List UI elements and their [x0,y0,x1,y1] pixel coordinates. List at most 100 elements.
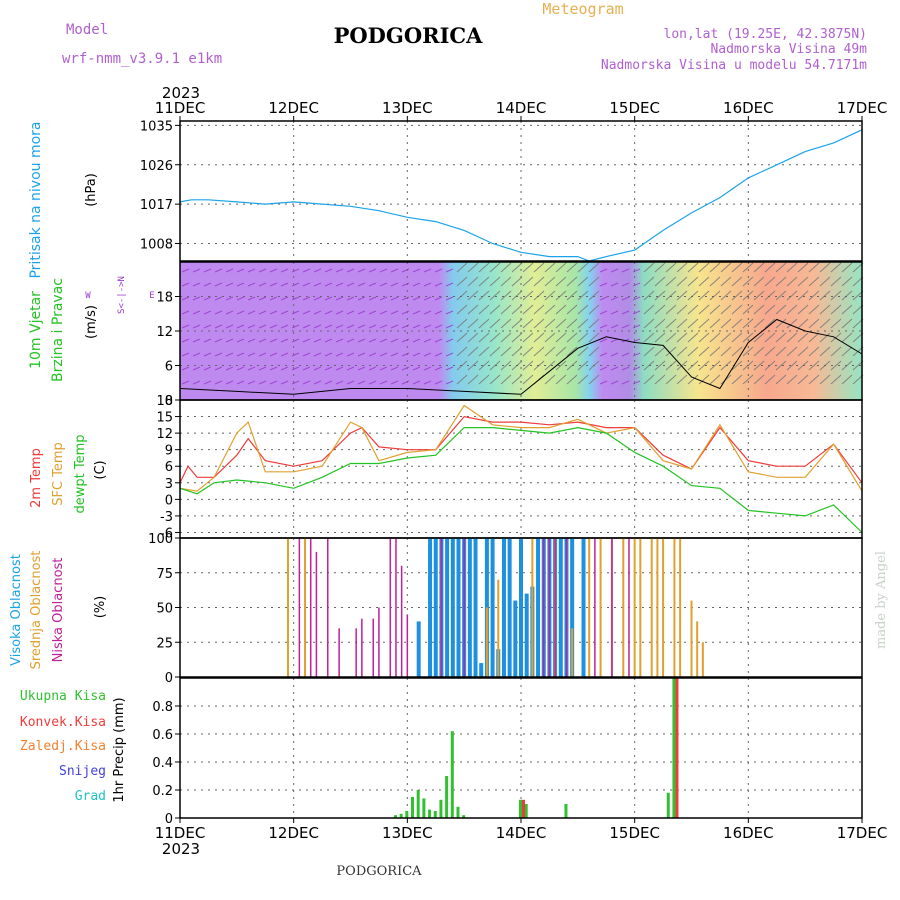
y-tick-label: 1008 [140,238,173,253]
wind-barb [599,282,608,287]
wind-barb [412,380,421,385]
mid-cloud-bar [633,538,636,677]
y-tick-label: 0 [165,394,173,409]
wind-barb [632,324,641,329]
wind-barb [423,310,432,315]
wind-barb [368,268,377,273]
mid-cloud-bar [571,628,574,677]
wind-barb [533,304,545,315]
wind-barb [511,346,523,357]
wind-barb [478,290,490,301]
wind-barb [676,374,688,385]
wind-barb [445,324,454,329]
wind-barb [236,338,245,343]
wind-barb [764,290,776,301]
wind-barb [522,360,534,371]
wind-barb [192,380,201,385]
wind-barb [830,290,842,301]
wind-barb [555,304,567,315]
wind-barb [621,366,630,371]
wind-barb [225,338,234,343]
wind-barb [544,318,556,329]
low-cloud-bar [395,538,397,677]
wind-compass: W E S<-|->N [85,276,154,314]
mid-cloud-bar [696,621,699,677]
wind-barb [709,262,721,273]
wind-barb [236,324,245,329]
wind-barb [709,346,721,357]
wind-barb [555,360,567,371]
wind-barb [247,282,256,287]
wind-barb [258,338,267,343]
mid-cloud-bar [599,538,602,677]
wind-barb [709,290,721,301]
wind-unit: (m/s) [84,305,99,339]
wind-barb [192,338,201,343]
wind-barb [390,310,399,315]
wind-barb [808,276,820,287]
wind-barb [533,346,545,357]
wind-barb [423,352,432,357]
low-cloud-bar [628,538,630,677]
total-rain-bar [519,799,522,818]
wind-barb [478,360,490,371]
low-cloud-bar [298,538,301,677]
wind-barb [478,332,490,343]
low-cloud-bar [338,628,340,677]
wind-barb [742,290,754,301]
wind-barb [742,346,754,357]
wind-barb [676,360,688,371]
cloud-frame [179,537,863,678]
wind-barb [676,346,688,357]
wind-barb [412,352,421,357]
wind-barb [808,332,820,343]
wind-barb [841,318,853,329]
compass-s: S [117,309,127,314]
wind-barb [357,282,366,287]
wind-barb [687,304,699,315]
wind-barb [412,268,421,273]
wind-barb [522,262,534,273]
mid-cloud-bar [650,538,653,677]
total-rain-bar [456,806,460,818]
wind-barb [731,346,743,357]
wind-barb [830,360,842,371]
wind-barb [302,310,311,315]
wind-barb [335,352,344,357]
wind-barb [753,262,765,273]
wind-barb [434,324,443,329]
y-tick-label: 12 [156,427,173,442]
wind-barb [588,332,600,343]
wind-barb [599,296,608,301]
wind-barb [830,318,842,329]
wind-barb [247,296,256,301]
wind-barb [346,282,355,287]
wind-barb [819,276,831,287]
y-tick-label: -6 [160,526,173,541]
wind-barb [335,324,344,329]
high-cloud-bar [490,538,495,677]
wind-barb [489,276,501,287]
wind-barb [632,282,641,287]
wind-barb [324,352,333,357]
wind-barb [280,366,289,371]
temp2m-label: 2m Temp [29,448,44,508]
wind-barb [676,304,688,315]
wind-barb [390,268,399,273]
wind-barb [225,380,234,385]
wind-barb [720,304,732,315]
wind-barb [258,324,267,329]
high-cloud-bar [570,538,575,677]
high-cloud-bar [416,621,421,677]
wind-barb [544,332,556,343]
wind-barb [632,366,641,371]
x-tick-label-top: 16DEC [723,99,774,117]
wind-barb [775,276,787,287]
y-tick-label: 12 [156,325,173,340]
wind-barb [698,332,710,343]
wind-barb [665,304,677,315]
wind-barb [654,276,666,287]
wind-barb [753,360,765,371]
wind-barb [511,304,523,315]
wind-barb [379,352,388,357]
